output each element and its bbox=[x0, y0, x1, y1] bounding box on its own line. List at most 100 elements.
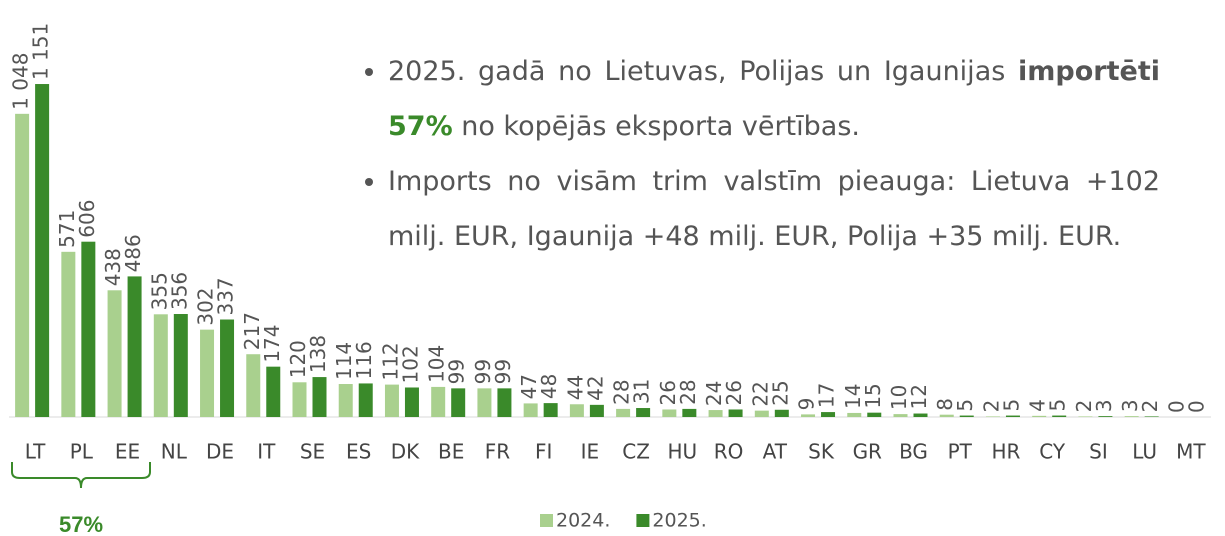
value-label: 217 bbox=[240, 312, 264, 350]
bar bbox=[939, 414, 954, 417]
bar bbox=[1144, 416, 1159, 417]
bar bbox=[1005, 415, 1020, 417]
bullet-text: 57% bbox=[388, 111, 453, 142]
x-tick-label: CY bbox=[1039, 440, 1066, 464]
x-tick-label: SK bbox=[808, 440, 835, 464]
value-label: 302 bbox=[194, 287, 218, 325]
bar bbox=[867, 412, 882, 417]
value-label: 99 bbox=[445, 359, 469, 384]
x-tick-label: SI bbox=[1089, 440, 1108, 464]
value-label: 2 bbox=[1138, 400, 1162, 413]
bar bbox=[959, 415, 974, 417]
value-label: 0 bbox=[1164, 400, 1188, 413]
legend-swatch bbox=[540, 514, 553, 527]
bar bbox=[451, 388, 466, 417]
value-label: 47 bbox=[517, 374, 541, 399]
value-label: 26 bbox=[656, 380, 680, 405]
x-tick-label: ES bbox=[346, 440, 371, 464]
bar bbox=[107, 290, 122, 417]
x-tick-label: DE bbox=[206, 440, 234, 464]
value-label: 102 bbox=[398, 345, 422, 383]
bullet: Imports no visām trim valstīm pieauga: L… bbox=[388, 154, 1160, 264]
bar bbox=[1052, 415, 1067, 417]
bar bbox=[754, 410, 769, 417]
value-label: 5 bbox=[953, 399, 977, 412]
bar bbox=[893, 414, 908, 417]
value-label: 48 bbox=[537, 374, 561, 399]
bar bbox=[985, 416, 1000, 417]
bar bbox=[220, 319, 235, 417]
bar bbox=[1078, 416, 1093, 417]
bar bbox=[569, 404, 584, 417]
bar bbox=[913, 413, 928, 417]
value-label: 114 bbox=[332, 342, 356, 380]
bracket bbox=[11, 462, 151, 489]
bar bbox=[543, 403, 558, 417]
bar bbox=[431, 386, 446, 417]
legend-label: 2024. bbox=[556, 510, 610, 532]
bar bbox=[774, 409, 789, 417]
value-label: 2 bbox=[1072, 400, 1096, 413]
bar bbox=[81, 241, 96, 417]
x-tick-label: RO bbox=[714, 440, 744, 464]
value-label: 44 bbox=[563, 375, 587, 400]
x-tick-label: BE bbox=[438, 440, 464, 464]
value-label: 8 bbox=[933, 398, 957, 411]
value-label: 138 bbox=[306, 335, 330, 373]
value-label: 337 bbox=[214, 277, 238, 315]
bar bbox=[589, 404, 604, 417]
bar bbox=[847, 412, 862, 417]
bar bbox=[246, 354, 261, 417]
x-tick-label: SE bbox=[300, 440, 325, 464]
bar bbox=[821, 412, 836, 417]
bar bbox=[292, 382, 307, 417]
x-tick-label: CZ bbox=[622, 440, 650, 464]
value-label: 24 bbox=[702, 381, 726, 406]
bar bbox=[173, 314, 188, 417]
bar bbox=[801, 414, 816, 417]
x-tick-label: PT bbox=[948, 440, 973, 464]
bracket-label: 57% bbox=[59, 512, 103, 536]
bar bbox=[15, 113, 30, 417]
x-tick-label: PL bbox=[70, 440, 94, 464]
x-tick-label: DK bbox=[391, 440, 420, 464]
value-label: 28 bbox=[610, 379, 634, 404]
bullet: 2025. gadā no Lietuvas, Polijas un Igaun… bbox=[388, 44, 1160, 154]
bar bbox=[636, 408, 651, 417]
bar bbox=[728, 409, 743, 417]
bar bbox=[1032, 415, 1047, 417]
bar bbox=[477, 388, 492, 417]
value-label: 356 bbox=[167, 272, 191, 310]
value-label: 5 bbox=[1046, 399, 1070, 412]
value-label: 99 bbox=[491, 359, 515, 384]
x-tick-label: FR bbox=[485, 440, 511, 464]
x-tick-label: AT bbox=[763, 440, 788, 464]
bar bbox=[1124, 416, 1139, 417]
bar bbox=[127, 276, 142, 417]
value-label: 1 048 bbox=[9, 53, 33, 110]
value-label: 10 bbox=[887, 385, 911, 410]
bar bbox=[200, 329, 215, 417]
value-label: 4 bbox=[1026, 399, 1050, 412]
value-label: 120 bbox=[286, 340, 310, 378]
value-label: 112 bbox=[378, 342, 402, 380]
bar bbox=[61, 251, 76, 417]
bullet-text: no kopējās eksporta vērtības. bbox=[452, 111, 860, 142]
bar bbox=[1098, 416, 1113, 417]
x-tick-label: EE bbox=[115, 440, 140, 464]
value-label: 42 bbox=[583, 375, 607, 400]
x-tick-label: BG bbox=[899, 440, 928, 464]
value-label: 438 bbox=[101, 248, 125, 286]
value-label: 116 bbox=[352, 341, 376, 379]
value-label: 355 bbox=[147, 272, 171, 310]
value-label: 26 bbox=[722, 380, 746, 405]
bar bbox=[708, 410, 723, 417]
value-label: 1 151 bbox=[29, 23, 53, 80]
bar bbox=[616, 408, 631, 417]
x-tick-label: HU bbox=[668, 440, 698, 464]
bar bbox=[35, 84, 50, 418]
value-label: 486 bbox=[121, 234, 145, 272]
value-label: 0 bbox=[1184, 400, 1208, 413]
